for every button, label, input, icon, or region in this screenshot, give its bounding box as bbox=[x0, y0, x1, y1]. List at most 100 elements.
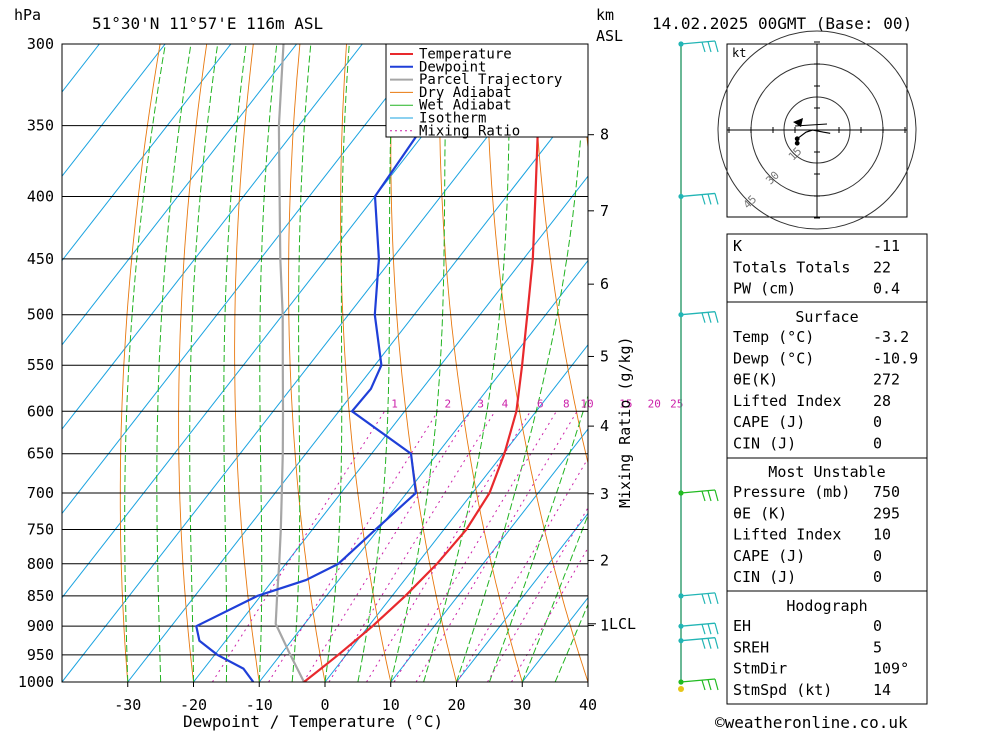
index-label: CAPE (J) bbox=[733, 547, 805, 565]
wind-barb-feather bbox=[702, 624, 705, 634]
wind-barb-feather bbox=[715, 490, 718, 501]
wind-barb-feather bbox=[708, 42, 711, 52]
mixing-ratio-line bbox=[394, 411, 556, 682]
index-value: 0 bbox=[873, 547, 882, 565]
index-value: 0.4 bbox=[873, 280, 900, 298]
temp-tick-label: -30 bbox=[114, 696, 141, 714]
wind-barb-shaft bbox=[681, 193, 715, 196]
wind-barb-shaft bbox=[681, 593, 715, 596]
mixing-ratio-line bbox=[303, 411, 470, 682]
pressure-tick-label: 800 bbox=[27, 555, 54, 573]
index-label: EH bbox=[733, 617, 751, 635]
index-label: CIN (J) bbox=[733, 568, 796, 586]
dry-adiabat-line bbox=[391, 44, 457, 682]
wind-barb-feather bbox=[702, 195, 705, 205]
dry-adiabat-line bbox=[341, 44, 391, 682]
copyright-text: ©weatheronline.co.uk bbox=[715, 713, 908, 732]
wind-barb-feather bbox=[708, 194, 711, 204]
wet-adiabat-line bbox=[522, 44, 747, 682]
index-value: 0 bbox=[873, 617, 882, 635]
wet-adiabat-line bbox=[424, 44, 511, 682]
wind-barb bbox=[678, 623, 718, 634]
legend-label: Mixing Ratio bbox=[419, 123, 520, 139]
isotherm-line bbox=[62, 44, 560, 682]
wind-barb-shaft bbox=[681, 312, 715, 315]
index-label: Temp (°C) bbox=[733, 328, 814, 346]
dry-adiabat-line bbox=[235, 44, 260, 682]
wind-barb-feather bbox=[702, 313, 705, 323]
mixing-ratio-line bbox=[457, 411, 616, 682]
wind-profile bbox=[678, 41, 718, 692]
location-title: 51°30'N 11°57'E 116m ASL bbox=[92, 14, 323, 33]
km-tick-label: 3 bbox=[600, 485, 609, 503]
mixing-ratio-label: 10 bbox=[580, 397, 593, 410]
index-label: StmDir bbox=[733, 660, 787, 678]
index-label: Lifted Index bbox=[733, 392, 841, 410]
wet-adiabat-line bbox=[157, 44, 191, 682]
mixing-ratio-label: 1 bbox=[391, 397, 398, 410]
temp-tick-label: 20 bbox=[447, 696, 465, 714]
wind-barb-shaft bbox=[681, 679, 715, 682]
pressure-tick-label: 950 bbox=[27, 646, 54, 664]
index-label: Dewp (°C) bbox=[733, 349, 814, 367]
km-tick-label: 7 bbox=[600, 202, 609, 220]
datetime-title: 14.02.2025 00GMT (Base: 00) bbox=[652, 14, 912, 33]
index-value: 14 bbox=[873, 681, 891, 699]
mixing-ratio-label: 6 bbox=[537, 397, 544, 410]
pressure-tick-label: 650 bbox=[27, 445, 54, 463]
index-value: 0 bbox=[873, 413, 882, 431]
wind-barb-feather bbox=[715, 679, 718, 690]
hpa-axis-unit: hPa bbox=[14, 6, 41, 24]
km-tick-label: 8 bbox=[600, 126, 609, 144]
dry-adiabat-line bbox=[120, 44, 160, 682]
index-value: -3.2 bbox=[873, 328, 909, 346]
km-tick-label: 6 bbox=[600, 275, 609, 293]
index-label: StmSpd (kt) bbox=[733, 681, 832, 699]
km-tick-label: 1 bbox=[600, 617, 609, 635]
mixing-ratio-line bbox=[512, 411, 667, 682]
wind-barb bbox=[678, 490, 718, 501]
pressure-tick-label: 300 bbox=[27, 35, 54, 53]
wind-barb-feather bbox=[708, 624, 711, 634]
pressure-tick-label: 550 bbox=[27, 356, 54, 374]
mixing-ratio-line bbox=[416, 411, 577, 682]
wind-barb-feather bbox=[702, 491, 705, 501]
surface-wind-dot bbox=[678, 686, 684, 692]
index-value: 5 bbox=[873, 638, 882, 656]
wind-barb-feather bbox=[708, 594, 711, 604]
index-value: 750 bbox=[873, 483, 900, 501]
isotherm-line bbox=[0, 44, 428, 682]
dry-adiabat-line bbox=[953, 44, 1000, 682]
pressure-tick-label: 500 bbox=[27, 306, 54, 324]
dewpoint-profile bbox=[196, 44, 441, 682]
pressure-tick-label: 1000 bbox=[18, 673, 54, 691]
index-label: CAPE (J) bbox=[733, 413, 805, 431]
wind-barb-feather bbox=[702, 42, 705, 52]
temp-tick-label: 40 bbox=[579, 696, 597, 714]
index-section-title: Hodograph bbox=[786, 597, 867, 615]
index-value: 10 bbox=[873, 526, 891, 544]
index-label: CIN (J) bbox=[733, 435, 796, 453]
wind-barb-feather bbox=[715, 312, 718, 323]
temp-tick-label: 30 bbox=[513, 696, 531, 714]
wind-barb-feather bbox=[708, 680, 711, 690]
index-label: PW (cm) bbox=[733, 280, 796, 298]
wind-barb-feather bbox=[708, 312, 711, 322]
index-value: 272 bbox=[873, 371, 900, 389]
isotherm-line bbox=[0, 44, 362, 682]
x-axis-label: Dewpoint / Temperature (°C) bbox=[183, 712, 443, 731]
wind-barb-shaft bbox=[681, 41, 715, 44]
wind-barb-shaft bbox=[681, 638, 715, 641]
wind-barb bbox=[678, 638, 718, 649]
pressure-tick-label: 400 bbox=[27, 187, 54, 205]
wind-barb bbox=[678, 193, 718, 204]
wet-adiabat-line bbox=[292, 44, 311, 682]
km-tick-label: 5 bbox=[600, 347, 609, 365]
asl-axis-unit: ASL bbox=[596, 27, 623, 45]
mixing-ratio-label: 4 bbox=[502, 397, 509, 410]
wind-barb bbox=[678, 679, 718, 690]
isotherm-line bbox=[128, 44, 626, 682]
